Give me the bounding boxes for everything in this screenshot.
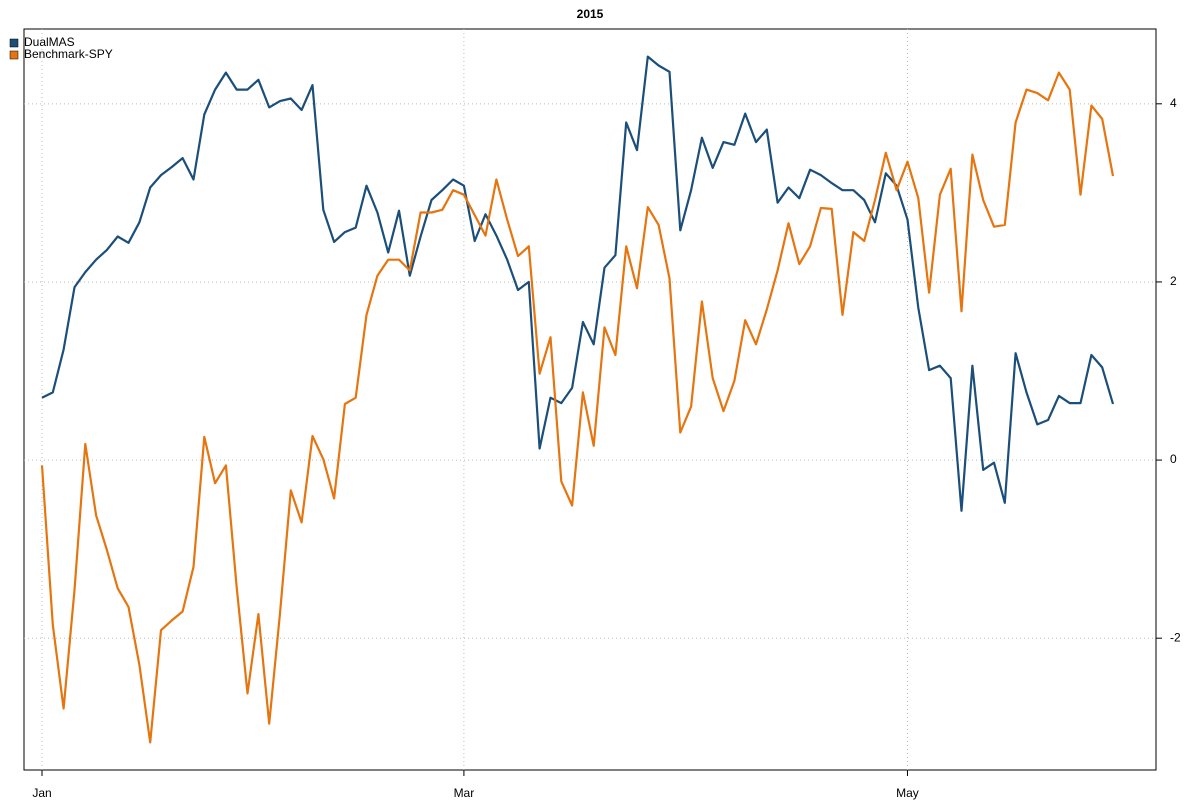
legend-label: DualMAS	[24, 35, 75, 49]
series-line	[40, 71, 1115, 744]
legend-label: Benchmark-SPY	[24, 47, 113, 61]
y-tick-label: -2	[1170, 630, 1181, 644]
y-tick-label: 4	[1170, 96, 1177, 110]
chart-title: 2015	[577, 7, 604, 21]
x-tick-label: May	[896, 786, 919, 800]
x-tick-label: Mar	[454, 786, 475, 800]
x-tick-label: Jan	[32, 786, 51, 800]
plot-frame	[23, 28, 1157, 771]
legend-swatch	[9, 38, 19, 48]
y-tick-label: 0	[1170, 452, 1177, 466]
y-tick-label: 2	[1170, 274, 1177, 288]
legend-swatch	[9, 50, 19, 60]
series-line	[41, 55, 1115, 512]
